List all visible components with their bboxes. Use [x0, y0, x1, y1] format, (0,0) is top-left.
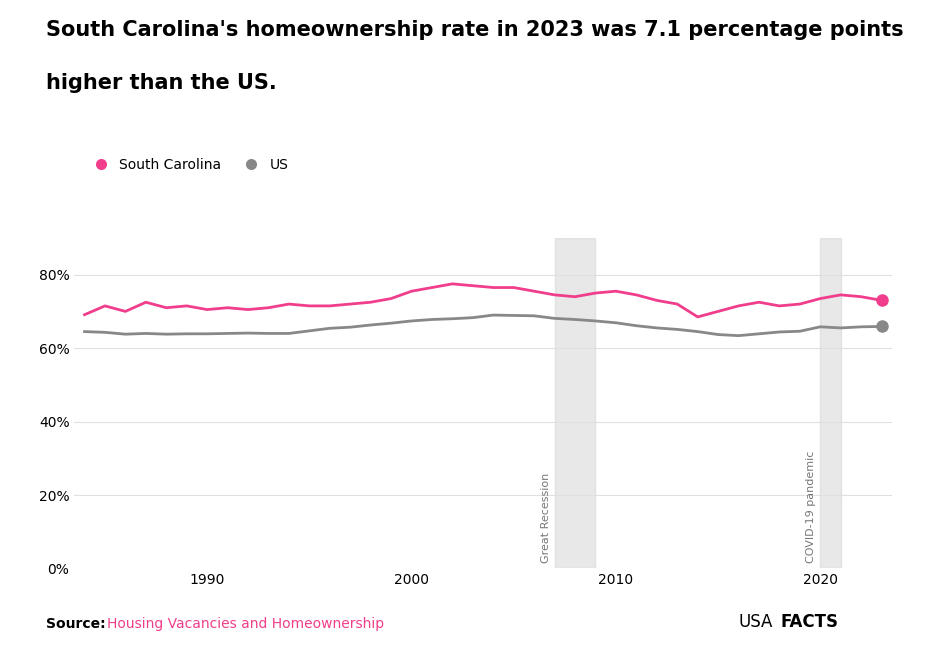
Text: Source:: Source: — [46, 617, 106, 631]
Text: USA: USA — [738, 613, 772, 631]
Legend: South Carolina, US: South Carolina, US — [81, 153, 293, 177]
Bar — [819, 238, 840, 568]
Text: Great Recession: Great Recession — [540, 473, 550, 563]
Bar — [554, 238, 595, 568]
Text: South Carolina's homeownership rate in 2023 was 7.1 percentage points: South Carolina's homeownership rate in 2… — [46, 20, 903, 40]
Text: Housing Vacancies and Homeownership: Housing Vacancies and Homeownership — [107, 617, 383, 631]
Text: FACTS: FACTS — [780, 613, 837, 631]
Text: higher than the US.: higher than the US. — [46, 73, 277, 93]
Text: COVID-19 pandemic: COVID-19 pandemic — [806, 451, 816, 563]
